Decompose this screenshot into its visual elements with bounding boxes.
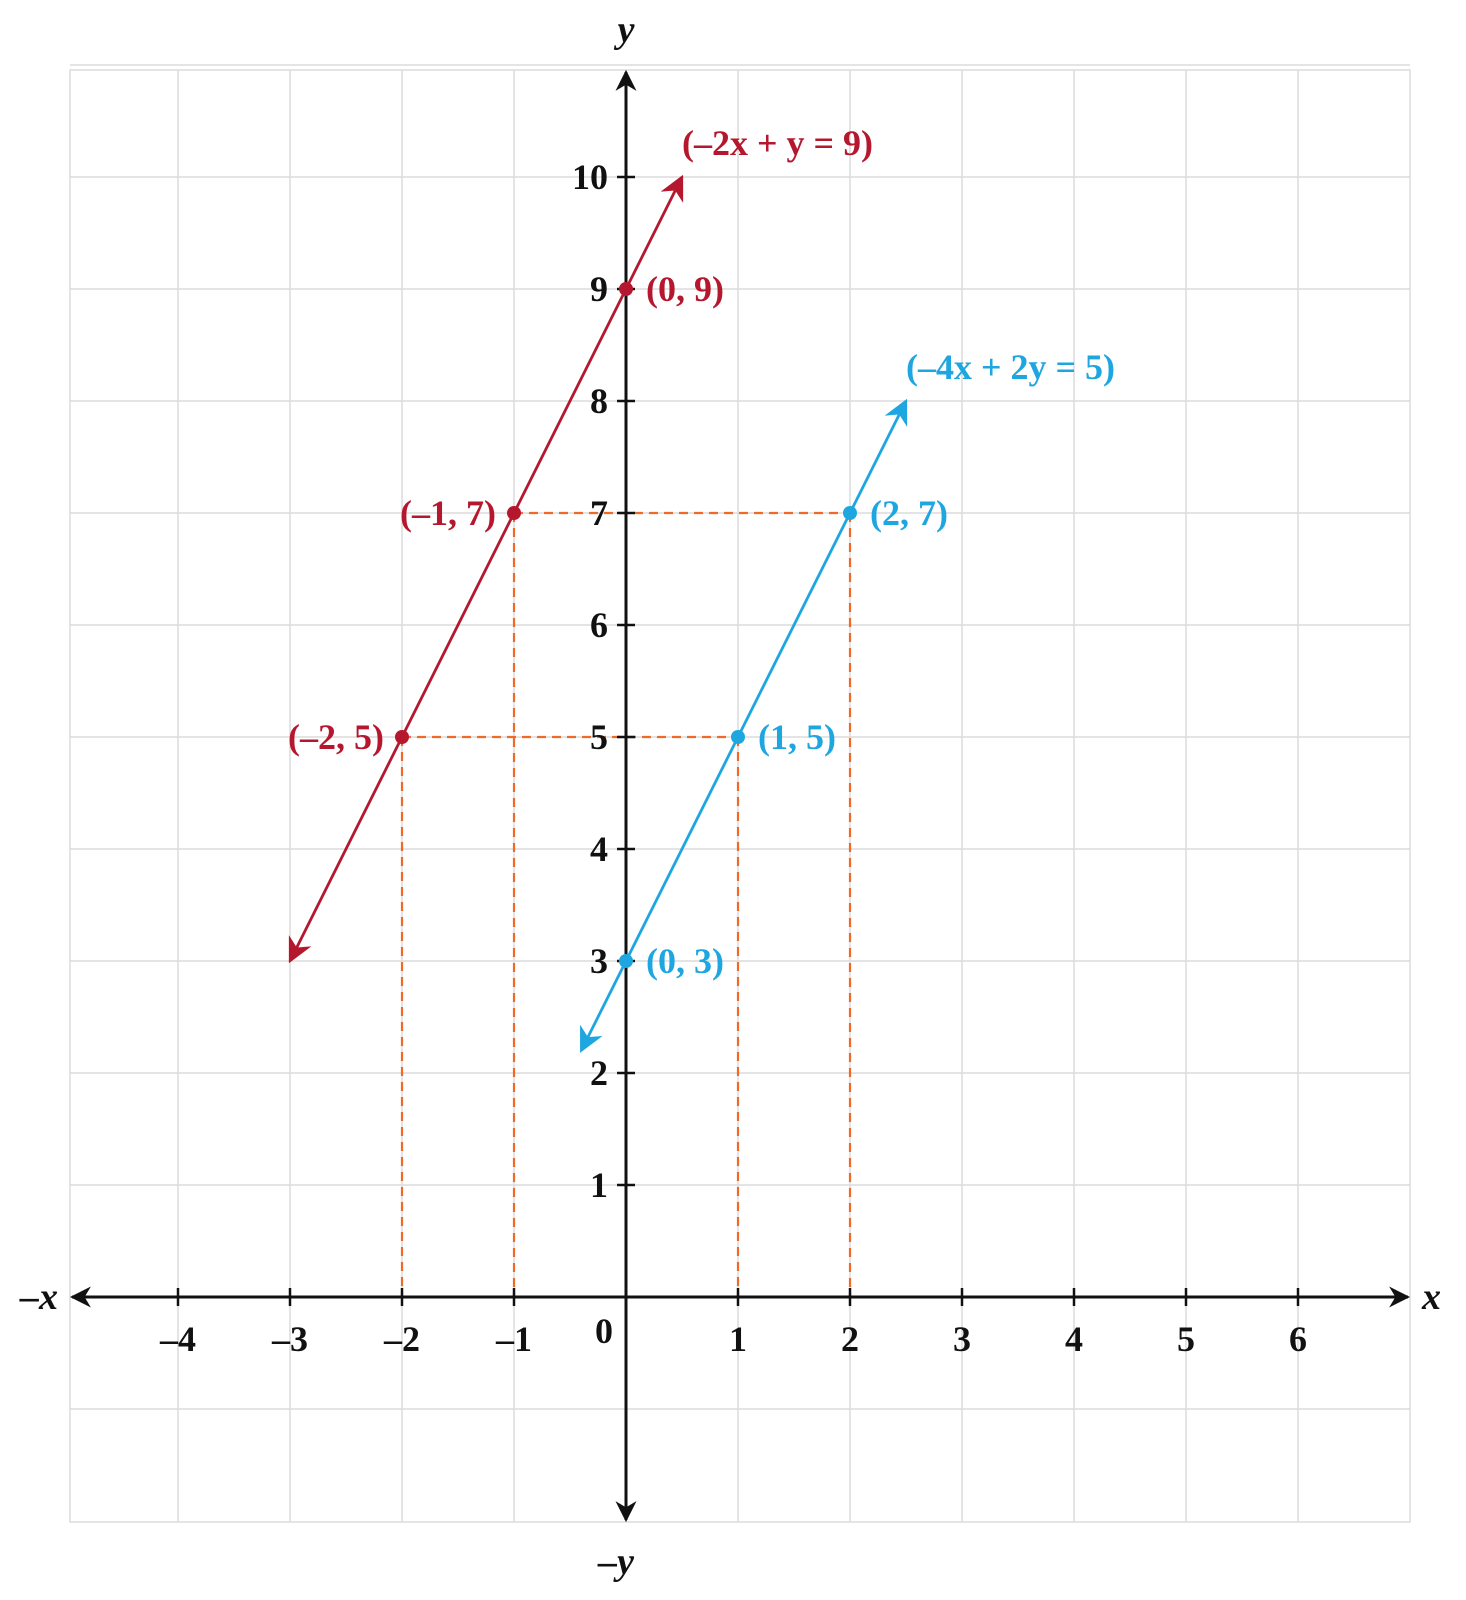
x-tick-label: –1 <box>495 1319 532 1359</box>
grid-border <box>69 69 1411 1523</box>
x-tick-label: –2 <box>383 1319 420 1359</box>
series-line-2 <box>579 398 908 1053</box>
y-tick-label: 9 <box>590 269 608 309</box>
x-tick-label: 4 <box>1065 1319 1083 1359</box>
x-tick-label: –3 <box>271 1319 308 1359</box>
series-equation-label: (–2x + y = 9) <box>682 123 873 163</box>
data-point <box>619 282 633 296</box>
y-tick-label: 10 <box>572 157 608 197</box>
x-tick-label: 5 <box>1177 1319 1195 1359</box>
series-equation-label: (–4x + 2y = 5) <box>906 347 1115 387</box>
y-tick-label: 8 <box>590 381 608 421</box>
origin-label: 0 <box>595 1311 613 1351</box>
series-line-1 <box>288 174 684 964</box>
axes: –4 –3 –2 –1 1 2 3 4 5 6 1 2 3 4 5 6 7 8 9 10 0 x –x y –y <box>19 9 1441 1583</box>
data-point <box>843 506 857 520</box>
data-point-label: (0, 9) <box>646 269 724 309</box>
y-tick-label: 7 <box>590 493 608 533</box>
data-point <box>619 954 633 968</box>
data-point-label: (–1, 7) <box>400 493 496 533</box>
x-tick-label: 1 <box>729 1319 747 1359</box>
data-point-label: (2, 7) <box>870 493 948 533</box>
grid <box>69 64 1411 1523</box>
y-tick-label: 3 <box>590 941 608 981</box>
data-point <box>507 506 521 520</box>
data-point-label: (1, 5) <box>758 717 836 757</box>
x-axis-label: x <box>1421 1276 1441 1318</box>
x-neg-axis-label: –x <box>19 1276 58 1318</box>
y-tick-label: 4 <box>590 829 608 869</box>
series <box>288 174 908 1053</box>
x-tick-label: 2 <box>841 1319 859 1359</box>
y-axis-label: y <box>614 9 635 51</box>
data-point <box>731 730 745 744</box>
x-tick-label: 6 <box>1289 1319 1307 1359</box>
data-point-label: (0, 3) <box>646 941 724 981</box>
data-point <box>395 730 409 744</box>
y-neg-axis-label: –y <box>597 1541 634 1583</box>
y-tick-label: 2 <box>590 1053 608 1093</box>
x-tick-label: 3 <box>953 1319 971 1359</box>
y-tick-label: 6 <box>590 605 608 645</box>
y-tick-label: 5 <box>590 717 608 757</box>
x-tick-label: –4 <box>159 1319 196 1359</box>
labels: (–2x + y = 9) (–2, 5) (–1, 7) (0, 9) (–4x + … <box>288 123 1115 981</box>
y-tick-label: 1 <box>590 1165 608 1205</box>
data-point-label: (–2, 5) <box>288 717 384 757</box>
